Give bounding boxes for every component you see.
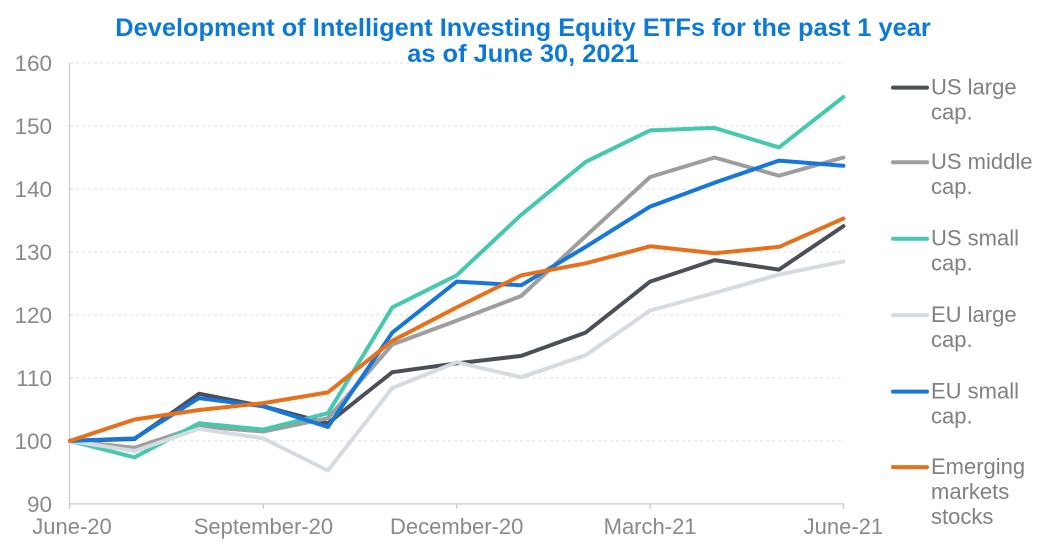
svg-text:March-21: March-21 <box>604 514 697 539</box>
svg-text:US middle: US middle <box>931 149 1032 174</box>
svg-text:US small: US small <box>931 226 1019 251</box>
svg-text:cap.: cap. <box>931 251 973 276</box>
svg-text:EU large: EU large <box>931 302 1017 327</box>
svg-text:markets: markets <box>931 479 1009 504</box>
svg-text:Emerging: Emerging <box>931 454 1025 479</box>
svg-text:90: 90 <box>27 492 52 517</box>
svg-text:June-20: June-20 <box>32 514 112 539</box>
svg-text:cap.: cap. <box>931 174 973 199</box>
svg-text:150: 150 <box>14 114 52 139</box>
svg-text:140: 140 <box>14 177 52 202</box>
svg-text:June-21: June-21 <box>804 514 884 539</box>
svg-text:130: 130 <box>14 240 52 265</box>
svg-text:160: 160 <box>14 51 52 76</box>
svg-text:stocks: stocks <box>931 504 993 529</box>
svg-text:December-20: December-20 <box>390 514 523 539</box>
svg-text:Development of Intelligent Inv: Development of Intelligent Investing Equ… <box>115 14 931 42</box>
svg-text:110: 110 <box>16 366 52 391</box>
svg-text:cap.: cap. <box>931 327 973 352</box>
svg-text:as of June 30, 2021: as of June 30, 2021 <box>407 40 638 68</box>
svg-text:EU small: EU small <box>931 379 1019 404</box>
svg-text:100: 100 <box>14 429 52 454</box>
svg-text:US large: US large <box>931 75 1017 100</box>
svg-text:120: 120 <box>14 303 52 328</box>
svg-text:September-20: September-20 <box>194 514 333 539</box>
svg-text:cap.: cap. <box>931 100 973 125</box>
svg-text:cap.: cap. <box>931 404 973 429</box>
